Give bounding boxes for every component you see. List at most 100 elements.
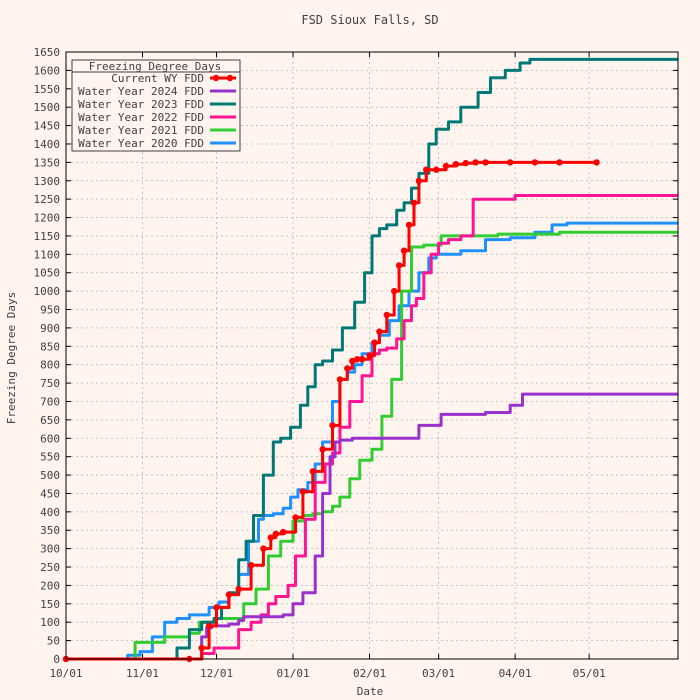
x-tick-label: 11/01: [126, 667, 159, 680]
data-point: [309, 468, 316, 475]
y-tick-label: 600: [40, 432, 60, 445]
y-tick-label: 1100: [34, 248, 61, 261]
data-point: [400, 247, 408, 254]
legend: Freezing Degree Days Current WY FDDWater…: [71, 59, 241, 152]
x-tick-label: 05/01: [573, 667, 606, 680]
data-point: [423, 166, 430, 173]
y-tick-label: 1650: [34, 46, 61, 59]
chart-title: FSD Sioux Falls, SD: [301, 13, 438, 27]
data-point: [344, 365, 351, 372]
y-tick-label: 750: [40, 377, 60, 390]
data-point: [336, 376, 344, 383]
y-tick-label: 200: [40, 579, 60, 592]
y-tick-label: 1450: [34, 120, 61, 133]
y-tick-label: 700: [40, 395, 60, 408]
data-point: [452, 161, 460, 168]
y-tick-label: 400: [40, 506, 60, 519]
data-point: [507, 159, 514, 166]
y-tick-label: 1400: [34, 138, 61, 151]
x-tick-label: 01/01: [276, 667, 309, 680]
data-point: [366, 352, 373, 359]
data-point: [247, 562, 255, 569]
data-point: [433, 166, 440, 173]
plot-frame: [65, 51, 679, 660]
data-point: [395, 262, 403, 269]
data-point: [442, 162, 450, 170]
y-tick-label: 950: [40, 304, 60, 317]
series-lines: [62, 57, 678, 663]
axis-ticks: 0 50 100 150 200 250 300 350 400 450 500 550 600 650 7…: [34, 46, 678, 680]
y-tick-label: 1150: [34, 230, 61, 243]
legend-marker: [226, 74, 234, 82]
data-point: [358, 356, 366, 363]
legend-label: Water Year 2021 FDD: [78, 124, 204, 137]
data-point: [556, 159, 563, 166]
data-point: [292, 514, 299, 521]
x-tick-label: 10/01: [49, 667, 82, 680]
data-point: [482, 159, 489, 166]
legend-label: Water Year 2022 FDD: [78, 111, 204, 124]
data-point: [376, 328, 383, 335]
y-tick-label: 1050: [34, 267, 61, 280]
legend-label: Water Year 2023 FDD: [78, 98, 204, 111]
data-point: [213, 604, 220, 611]
y-tick-label: 1200: [34, 212, 61, 225]
y-tick-label: 1600: [34, 64, 61, 77]
y-tick-label: 800: [40, 359, 60, 372]
y-tick-label: 0: [53, 653, 60, 666]
y-tick-label: 550: [40, 451, 60, 464]
data-point: [472, 159, 479, 166]
y-tick-label: 500: [40, 469, 60, 482]
data-point: [260, 545, 267, 552]
data-point: [593, 159, 600, 166]
y-tick-label: 300: [40, 543, 60, 556]
data-point: [225, 591, 233, 598]
data-point: [267, 534, 274, 541]
data-point: [531, 159, 539, 166]
y-tick-label: 1300: [34, 175, 61, 188]
series-line-water-year-2024-fdd: [66, 392, 678, 661]
data-point: [299, 488, 307, 495]
data-point: [329, 422, 336, 429]
data-point: [198, 644, 205, 652]
y-tick-label: 850: [40, 340, 60, 353]
legend-label: Current WY FDD: [111, 72, 204, 85]
data-point: [235, 585, 242, 593]
y-axis-label: Freezing Degree Days: [5, 292, 18, 424]
legend-title: Freezing Degree Days: [89, 60, 221, 73]
series-line-water-year-2022-fdd: [66, 194, 678, 661]
x-tick-label: 02/01: [353, 667, 386, 680]
y-tick-label: 1000: [34, 285, 61, 298]
data-point: [272, 530, 279, 538]
series-markers-current-wy-fdd: [62, 159, 600, 663]
y-tick-label: 100: [40, 616, 60, 629]
x-tick-label: 04/01: [499, 667, 532, 680]
y-tick-label: 1250: [34, 193, 61, 206]
data-point: [371, 339, 378, 346]
data-point: [415, 177, 423, 184]
data-point: [354, 356, 361, 363]
data-point: [410, 199, 418, 206]
y-tick-label: 1500: [34, 101, 61, 114]
data-point: [405, 221, 413, 229]
data-point: [462, 159, 469, 167]
y-tick-label: 50: [47, 635, 60, 648]
x-axis-label: Date: [357, 685, 384, 698]
legend-marker: [212, 74, 220, 82]
y-tick-label: 350: [40, 524, 60, 537]
y-tick-label: 650: [40, 414, 60, 427]
y-tick-label: 150: [40, 598, 60, 611]
data-point: [383, 311, 390, 319]
y-tick-label: 1350: [34, 156, 61, 169]
y-tick-label: 1550: [34, 83, 61, 96]
data-point: [205, 622, 213, 630]
x-tick-label: 12/01: [200, 667, 233, 680]
y-tick-label: 900: [40, 322, 60, 335]
data-point: [349, 357, 356, 365]
data-point: [319, 446, 326, 453]
y-tick-label: 250: [40, 561, 60, 574]
legend-label: Water Year 2020 FDD: [78, 137, 204, 150]
x-tick-label: 03/01: [422, 667, 455, 680]
legend-label: Water Year 2024 FDD: [78, 85, 204, 98]
